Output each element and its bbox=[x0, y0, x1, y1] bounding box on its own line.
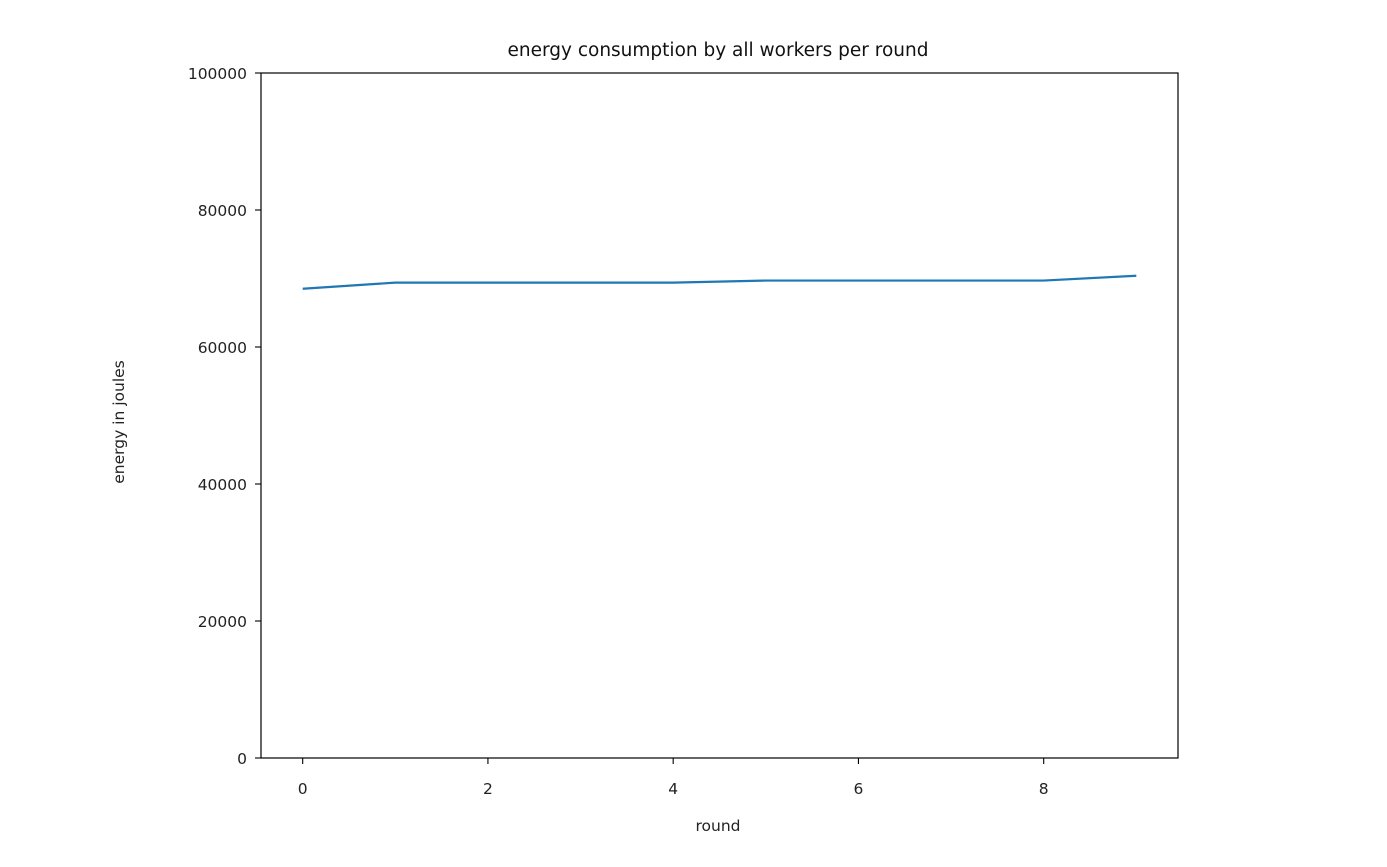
plot-area bbox=[302, 274, 1137, 290]
axes-frame bbox=[260, 72, 1179, 759]
x-tick-label: 4 bbox=[668, 780, 678, 798]
y-tick-label: 60000 bbox=[198, 339, 247, 357]
y-tick-label: 0 bbox=[237, 750, 247, 768]
y-tick-label: 100000 bbox=[188, 65, 247, 83]
x-tick-label: 6 bbox=[854, 780, 864, 798]
x-tick-label: 8 bbox=[1039, 780, 1049, 798]
x-tick-label: 2 bbox=[483, 780, 493, 798]
y-tick-label: 40000 bbox=[198, 476, 247, 494]
x-axis: 0 2 4 6 8 bbox=[298, 758, 1049, 798]
y-tick-label: 20000 bbox=[198, 613, 247, 631]
x-tick-label: 0 bbox=[298, 780, 308, 798]
series-line bbox=[302, 274, 1137, 290]
x-axis-label: round bbox=[695, 817, 740, 835]
chart-title: energy consumption by all workers per ro… bbox=[507, 40, 928, 61]
y-axis: 0 20000 40000 60000 80000 100000 bbox=[188, 65, 261, 768]
y-tick-label: 80000 bbox=[198, 202, 247, 220]
y-axis-label: energy in joules bbox=[110, 360, 128, 484]
